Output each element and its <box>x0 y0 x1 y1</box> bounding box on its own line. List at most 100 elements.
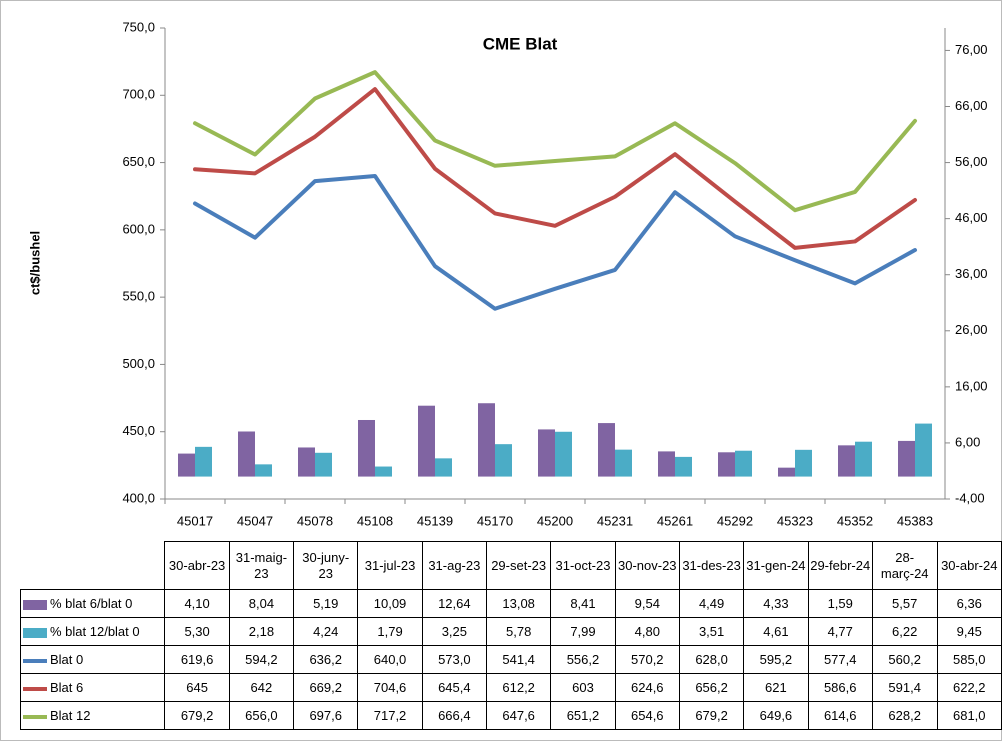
table-value-text: 656,2 <box>695 680 728 695</box>
legend-label: Blat 0 <box>50 652 84 667</box>
table-value-text: 9,54 <box>634 596 660 611</box>
table-value-text: 656,0 <box>245 708 278 723</box>
table-value: 640,0 <box>357 645 423 674</box>
table-value: 619,6 <box>164 645 230 674</box>
table-value-text: 4,49 <box>698 596 725 611</box>
table-value: 6,22 <box>871 617 938 646</box>
y2-tick-label: 66,00 <box>955 98 988 113</box>
table-value-text: 585,0 <box>952 652 986 667</box>
table-value: 622,2 <box>936 673 1002 702</box>
table-row: Blat 6 645 642 669,2 704,6 645,4 612,2 603 624,6… <box>19 673 1002 702</box>
data-table: 30-abr-23 31-maig-23 30-juny-23 31-jul-23 31… <box>19 541 1002 730</box>
y2-tick-label: 16,00 <box>955 378 988 393</box>
table-value-text: 612,2 <box>502 680 535 695</box>
table-value-text: 6,36 <box>956 596 982 611</box>
table-value-text: 636,2 <box>309 652 342 667</box>
table-value: 624,6 <box>614 673 680 702</box>
y-axis-label: ct$/bushel <box>27 231 42 295</box>
table-value-text: 642 <box>250 680 273 695</box>
y2-tick-label: 26,00 <box>955 322 988 337</box>
table-value: 5,19 <box>293 589 359 618</box>
bar <box>555 431 572 477</box>
table-value-text: 4,24 <box>313 624 339 639</box>
date-header: 29-febr-24 <box>807 541 873 590</box>
table-value: 560,2 <box>871 645 938 674</box>
table-value: 595,2 <box>743 645 809 674</box>
table-value-text: 4,33 <box>763 596 789 611</box>
table-value: 649,6 <box>743 701 809 730</box>
table-value: 6,36 <box>936 589 1002 618</box>
y-tick-label: 500,0 <box>122 356 155 371</box>
y2-tick-label: 56,00 <box>955 154 988 169</box>
x-tick-label: 45261 <box>657 513 693 528</box>
table-value: 12,64 <box>421 589 488 618</box>
date-header: 31-des-23 <box>678 541 745 590</box>
table-value-text: 591,4 <box>888 680 921 695</box>
table-value-text: 717,2 <box>373 708 407 723</box>
table-value-text: 649,6 <box>759 708 793 723</box>
table-value-text: 681,0 <box>952 708 986 723</box>
table-value-text: 2,18 <box>248 624 275 639</box>
date-header: 30-abr-24 <box>936 541 1002 590</box>
table-value-text: 704,6 <box>373 680 407 695</box>
table-value-text: 5,78 <box>506 624 532 639</box>
y-tick-label: 650,0 <box>122 154 155 169</box>
table-value-text: 5,19 <box>313 596 339 611</box>
bar <box>658 451 675 477</box>
legend-label: Blat 6 <box>50 680 84 695</box>
bar <box>538 429 555 477</box>
date-header: 30-abr-23 <box>164 541 230 590</box>
table-value-text: 621 <box>765 680 787 695</box>
y2-tick-label: 6,00 <box>955 434 980 449</box>
table-value-text: 560,2 <box>888 652 921 667</box>
legend-entry: Blat 0 <box>19 645 166 674</box>
date-header: 30-nov-23 <box>614 541 680 590</box>
bar <box>375 466 392 477</box>
table-value-text: 577,4 <box>823 652 857 667</box>
table-value-text: 6,22 <box>892 624 918 639</box>
table-value: 594,2 <box>228 645 295 674</box>
y-tick-label: 400,0 <box>122 490 155 505</box>
table-value-text: 679,2 <box>695 708 728 723</box>
table-value: 586,6 <box>807 673 873 702</box>
table-row: % blat 6/blat 0 4,10 8,04 5,19 10,09 12,64 13,… <box>19 589 1002 618</box>
table-value: 9,54 <box>614 589 680 618</box>
table-value: 697,6 <box>293 701 359 730</box>
x-tick-label: 45231 <box>597 513 633 528</box>
y-tick-label: 750,0 <box>122 19 155 34</box>
legend-entry: % blat 12/blat 0 <box>19 617 166 646</box>
table-value-text: 669,2 <box>309 680 342 695</box>
table-value-text: 654,6 <box>631 708 664 723</box>
table-value: 681,0 <box>936 701 1002 730</box>
y2-tick-label: -4,00 <box>955 490 985 505</box>
table-value: 573,0 <box>421 645 488 674</box>
table-row: Blat 0 619,6 594,2 636,2 640,0 573,0 541,4 556,… <box>19 645 1002 674</box>
y2-tick-label: 36,00 <box>955 266 988 281</box>
date-header-text: 30-nov-23 <box>618 557 677 573</box>
table-value-text: 3,51 <box>698 624 725 639</box>
table-value: 669,2 <box>293 673 359 702</box>
table-value: 585,0 <box>936 645 1002 674</box>
bar <box>418 405 435 477</box>
table-value-text: 645 <box>186 680 208 695</box>
bar <box>435 458 452 477</box>
table-value: 5,30 <box>164 617 230 646</box>
y-tick-label: 450,0 <box>122 423 155 438</box>
x-tick-label: 45047 <box>237 513 273 528</box>
table-value: 3,25 <box>421 617 488 646</box>
table-value: 4,49 <box>678 589 745 618</box>
table-value: 9,45 <box>936 617 1002 646</box>
table-value-text: 10,09 <box>373 596 407 611</box>
bar <box>358 419 375 477</box>
table-value: 647,6 <box>485 701 552 730</box>
date-header-text: 30-abr-23 <box>168 557 226 573</box>
table-value: 666,4 <box>421 701 488 730</box>
table-value: 591,4 <box>871 673 938 702</box>
bar <box>315 452 332 477</box>
date-header-text: 28-març-24 <box>880 549 929 581</box>
table-value: 4,10 <box>164 589 230 618</box>
bar <box>238 431 255 477</box>
table-value-text: 640,0 <box>373 652 407 667</box>
date-header: 31-ag-23 <box>421 541 488 590</box>
table-value-text: 7,99 <box>570 624 596 639</box>
